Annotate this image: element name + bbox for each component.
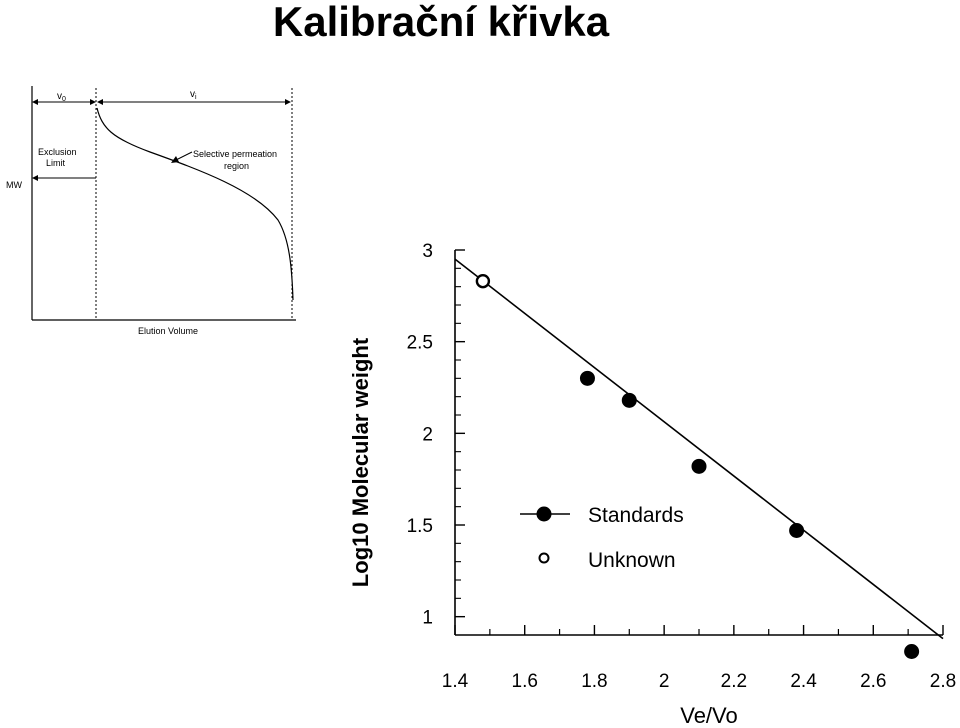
chart-fit xyxy=(454,258,944,640)
y-tick-label: 1.5 xyxy=(407,516,433,537)
standard-point xyxy=(579,370,595,386)
x-tick-label: 1.4 xyxy=(442,671,469,692)
y-axis-title: Log10 Molecular weight xyxy=(348,337,373,587)
standard-point xyxy=(621,392,637,408)
y-tick-label: 2.5 xyxy=(407,333,433,354)
exclusion-arrow-head xyxy=(32,175,38,181)
selective-label-line1: Selective permeation xyxy=(193,149,277,159)
x-axis-title: Ve/Vo xyxy=(680,703,738,728)
sec-schematic xyxy=(31,86,296,321)
fit-line xyxy=(454,258,944,640)
selective-pointer-head xyxy=(171,156,179,163)
exclusion-label-line2: Limit xyxy=(46,158,66,168)
schematic-curve xyxy=(96,107,294,301)
x-tick-label: 2.8 xyxy=(930,671,956,692)
mw-label: MW xyxy=(6,180,22,190)
legend-standards-marker xyxy=(536,506,552,522)
standard-point xyxy=(904,644,920,659)
chart-ticks: 1.4 1.6 1.8 2 2.2 2.4 2.6 2.8 1 1.5 2 2.5 3 xyxy=(407,241,957,692)
selective-label-line2: region xyxy=(224,161,249,171)
legend-unknown-marker xyxy=(538,552,550,564)
v0-label: v0 xyxy=(57,91,66,103)
y-tick-label: 3 xyxy=(422,241,433,262)
standard-point xyxy=(691,458,707,474)
unknown-point xyxy=(475,273,491,289)
slide-title: Kalibrační křivka xyxy=(272,0,610,45)
x-tick-label: 2.2 xyxy=(721,671,747,692)
vi-arrow-left-head xyxy=(97,99,103,105)
exclusion-label-line1: Exclusion xyxy=(38,147,77,157)
legend-standards-label: Standards xyxy=(588,504,684,527)
chart-points xyxy=(475,273,920,659)
x-tick-label: 1.6 xyxy=(512,671,538,692)
v0-arrow-right-head xyxy=(90,99,96,105)
v0-arrow-left-head xyxy=(32,99,38,105)
chart-legend: Standards Unknown xyxy=(520,504,684,572)
x-tick-label: 2.6 xyxy=(860,671,886,692)
vi-arrow-right-head xyxy=(285,99,291,105)
elution-volume-label: Elution Volume xyxy=(138,326,198,336)
vi-label: vi xyxy=(190,89,197,101)
x-tick-label: 1.8 xyxy=(581,671,607,692)
legend-unknown-label: Unknown xyxy=(588,549,676,572)
x-tick-label: 2 xyxy=(659,671,670,692)
x-tick-label: 2.4 xyxy=(790,671,817,692)
y-tick-label: 1 xyxy=(422,608,433,629)
standard-point xyxy=(789,523,805,538)
y-tick-label: 2 xyxy=(422,424,433,445)
chart-axes xyxy=(454,250,943,636)
